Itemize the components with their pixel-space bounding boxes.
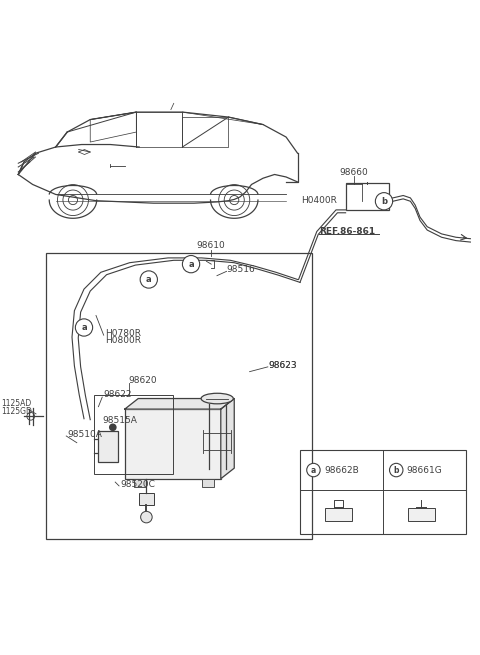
Circle shape [390, 463, 403, 477]
Text: a: a [81, 323, 87, 332]
Text: 98660: 98660 [339, 168, 368, 178]
Text: b: b [394, 466, 399, 475]
Bar [125, 409, 221, 479]
Text: b: b [381, 196, 387, 206]
Text: 98620: 98620 [129, 376, 157, 384]
Text: H0400R: H0400R [301, 196, 337, 205]
Text: 98622: 98622 [103, 390, 132, 399]
Bar [134, 479, 146, 487]
Bar [346, 183, 389, 210]
Text: 98662B: 98662B [324, 466, 359, 475]
Circle shape [109, 424, 117, 431]
Text: 98623: 98623 [269, 362, 298, 370]
Text: 98515A: 98515A [102, 416, 137, 425]
Text: 98661G: 98661G [407, 466, 443, 475]
Text: 98623: 98623 [269, 362, 298, 370]
Text: a: a [311, 466, 316, 475]
Text: 98510A: 98510A [67, 430, 102, 439]
Circle shape [75, 319, 93, 336]
Circle shape [140, 271, 157, 288]
Polygon shape [221, 398, 234, 479]
Circle shape [141, 512, 152, 523]
Text: 98516: 98516 [227, 265, 255, 274]
Bar [94, 395, 173, 474]
Text: 1125GD: 1125GD [1, 407, 32, 415]
Bar [98, 431, 118, 462]
Text: 98610: 98610 [197, 242, 226, 250]
Text: 1125AD: 1125AD [1, 399, 32, 408]
Bar [325, 508, 352, 521]
Bar [139, 493, 154, 505]
Text: a: a [146, 275, 152, 284]
Bar [46, 253, 312, 538]
Text: H0800R: H0800R [105, 337, 141, 345]
Ellipse shape [201, 393, 233, 404]
Bar [300, 450, 466, 534]
Circle shape [375, 193, 393, 210]
Polygon shape [125, 398, 234, 409]
Text: REF.86-861: REF.86-861 [319, 227, 375, 236]
Bar [408, 508, 435, 521]
Text: H0780R: H0780R [105, 329, 141, 338]
Bar [202, 479, 214, 487]
Text: a: a [188, 259, 194, 269]
Text: 98520C: 98520C [120, 480, 155, 489]
Circle shape [307, 463, 320, 477]
Circle shape [182, 255, 200, 272]
